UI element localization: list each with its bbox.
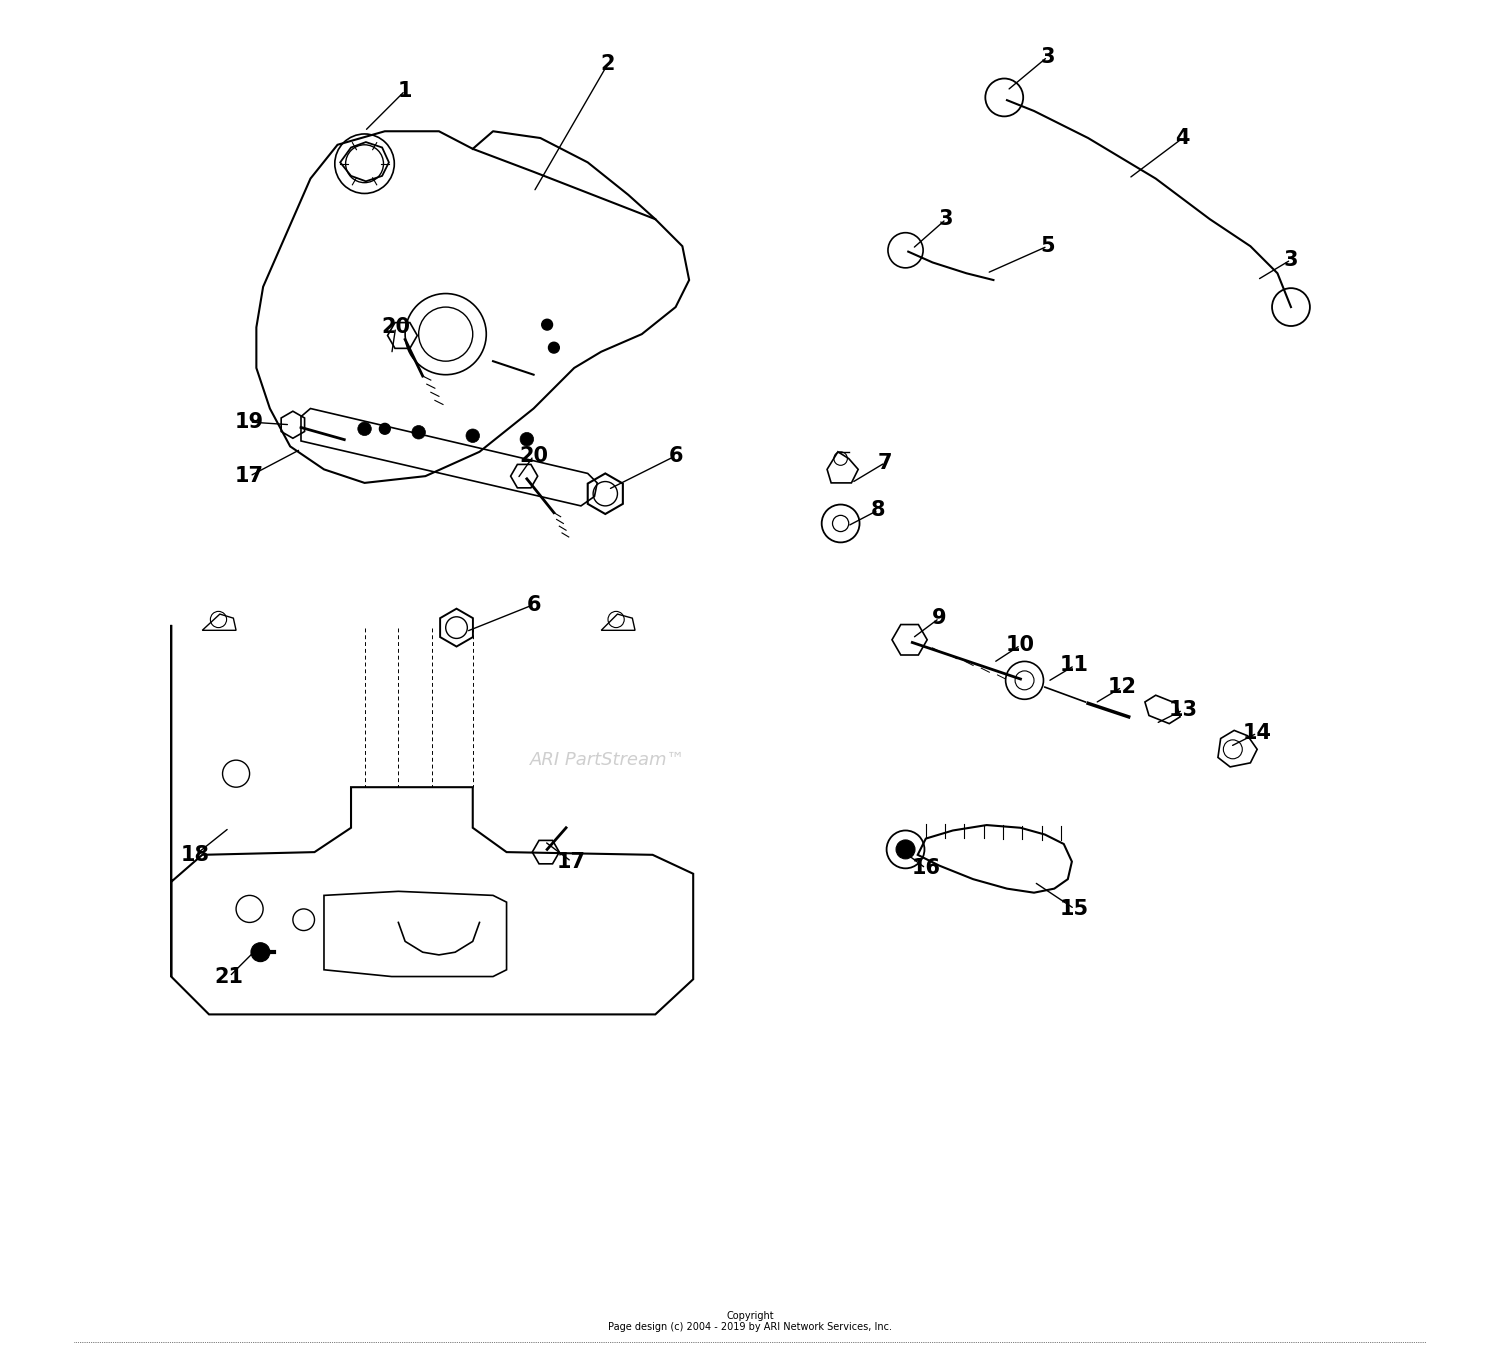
Ellipse shape: [380, 424, 390, 435]
Text: 8: 8: [871, 500, 885, 520]
Ellipse shape: [520, 432, 534, 445]
Text: 17: 17: [556, 851, 586, 872]
Ellipse shape: [413, 425, 426, 439]
Text: ARI PartStream™: ARI PartStream™: [530, 751, 686, 769]
Text: 20: 20: [381, 318, 410, 337]
Text: 10: 10: [1007, 636, 1035, 655]
Ellipse shape: [542, 319, 552, 330]
Text: 3: 3: [1284, 250, 1298, 270]
Text: 4: 4: [1176, 128, 1190, 148]
Text: 20: 20: [519, 445, 548, 466]
Text: 12: 12: [1107, 678, 1137, 697]
Text: 9: 9: [932, 608, 946, 629]
Ellipse shape: [549, 342, 560, 353]
Ellipse shape: [251, 942, 270, 961]
Text: 3: 3: [939, 209, 954, 230]
Text: 13: 13: [1168, 701, 1197, 720]
Ellipse shape: [466, 429, 480, 443]
Text: 11: 11: [1060, 656, 1089, 675]
Text: 1: 1: [398, 80, 412, 100]
Text: 15: 15: [1060, 899, 1089, 919]
Ellipse shape: [358, 422, 372, 436]
Text: 19: 19: [236, 411, 264, 432]
Text: 2: 2: [600, 53, 615, 73]
Text: Copyright
Page design (c) 2004 - 2019 by ARI Network Services, Inc.: Copyright Page design (c) 2004 - 2019 by…: [608, 1310, 892, 1332]
Text: 6: 6: [526, 595, 542, 615]
Text: 14: 14: [1242, 722, 1272, 743]
Text: 18: 18: [182, 845, 210, 865]
Ellipse shape: [896, 841, 915, 858]
Text: 3: 3: [1041, 48, 1054, 67]
Text: 7: 7: [878, 452, 892, 473]
Text: 5: 5: [1040, 236, 1054, 257]
Text: 21: 21: [214, 967, 244, 986]
Text: 16: 16: [912, 858, 940, 879]
Text: 6: 6: [669, 445, 682, 466]
Text: 17: 17: [236, 466, 264, 486]
